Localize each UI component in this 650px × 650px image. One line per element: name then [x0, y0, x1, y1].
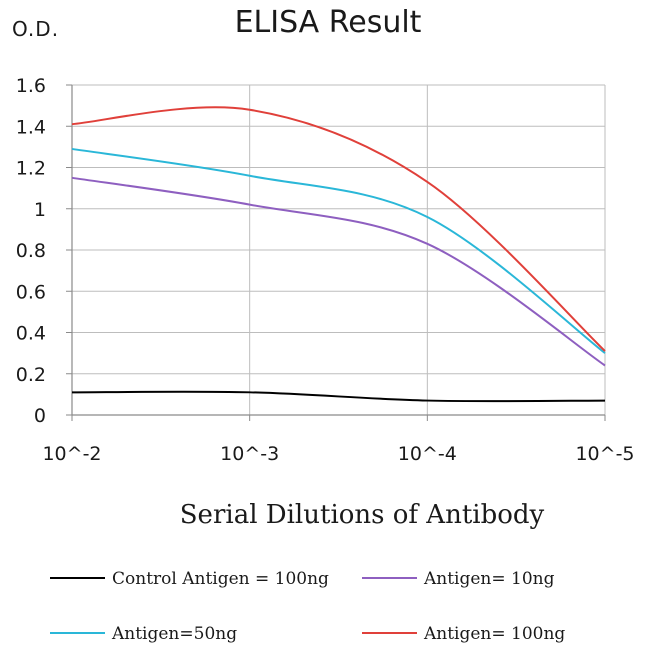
y-tick-label: 0.4	[16, 323, 46, 345]
legend-entry: Antigen=50ng	[111, 624, 237, 644]
x-tick-label: 10^-4	[398, 443, 457, 465]
y-tick-labels: 0 0.2 0.4 0.6 0.8 1 1.2 1.4 1.6	[16, 75, 46, 427]
axes	[66, 84, 606, 421]
y-tick-label: 1.4	[16, 116, 46, 138]
chart-title: ELISA Result	[235, 5, 422, 40]
series-lines	[71, 106, 606, 403]
series-line-3	[71, 106, 606, 352]
y-tick-label: 0.8	[16, 240, 46, 262]
x-tick-label: 10^-3	[220, 443, 279, 465]
legend: Control Antigen = 100ng Antigen= 10ng Anti…	[50, 569, 565, 644]
y-axis-label: O.D.	[12, 17, 59, 41]
x-tick-label: 10^-2	[42, 443, 101, 465]
y-tick-label: 0.2	[16, 364, 46, 386]
legend-entry: Antigen= 100ng	[423, 624, 565, 644]
legend-entry: Control Antigen = 100ng	[112, 569, 329, 589]
y-tick-label: 0.6	[16, 281, 46, 303]
x-tick-label: 10^-5	[575, 443, 634, 465]
y-tick-label: 1.6	[16, 75, 46, 97]
x-tick-labels: 10^-2 10^-3 10^-4 10^-5	[42, 443, 634, 465]
y-tick-label: 1.2	[16, 158, 46, 180]
series-line-1	[71, 176, 606, 367]
y-tick-label: 0	[34, 405, 46, 427]
x-axis-label: Serial Dilutions of Antibody	[180, 500, 545, 530]
legend-entry: Antigen= 10ng	[423, 569, 555, 589]
grid	[72, 84, 606, 416]
series-line-2	[71, 147, 606, 354]
y-tick-label: 1	[34, 199, 46, 221]
series-line-0	[71, 390, 606, 403]
